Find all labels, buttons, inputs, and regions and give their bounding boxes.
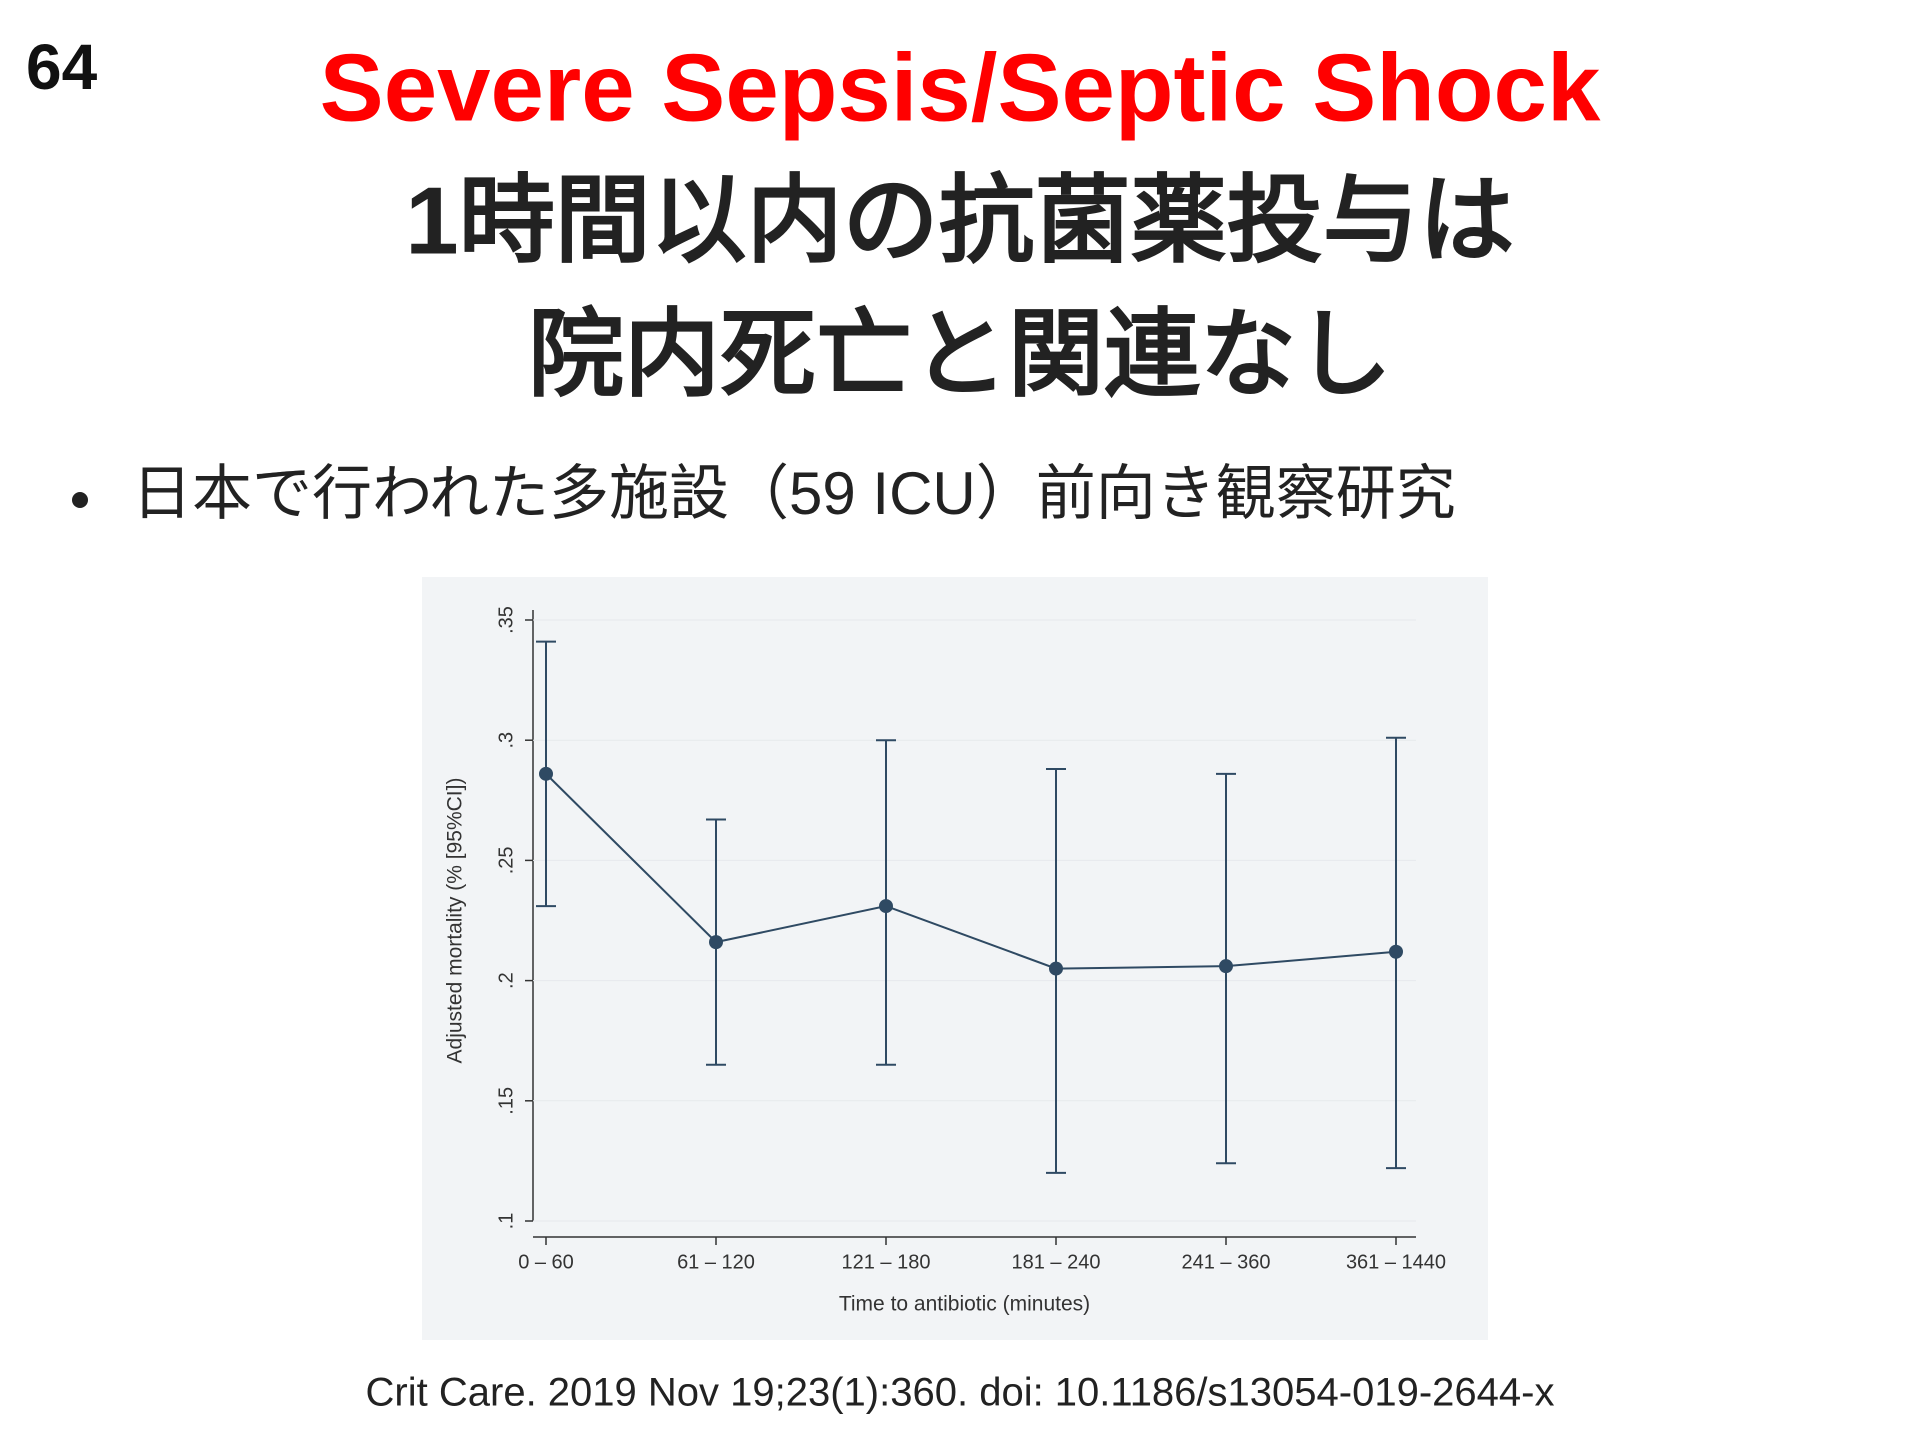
point [1389,944,1403,959]
y-tick-label: .1 [495,1213,517,1230]
subtitle: 院内死亡と関連なし [528,301,1392,408]
citation: Crit Care. 2019 Nov 19;23(1):360. doi: 1… [366,1371,1555,1415]
x-tick-label: 241 – 360 [1182,1251,1271,1273]
y-tick-label: .2 [495,972,517,989]
x-tick-label: 361 – 1440 [1346,1251,1446,1273]
y-tick-label: .35 [495,606,517,634]
y-tick-label: .3 [495,732,517,749]
line [545,773,1397,970]
x-axis-title: Time to antibiotic (minutes) [839,1293,1090,1316]
y-tick-label: .25 [495,846,517,874]
point [1219,959,1233,974]
slide-number: 64 [26,31,98,103]
point [709,935,723,950]
subtitle: 1時間以内の抗菌薬投与は [405,167,1514,274]
x-tick-label: 121 – 180 [842,1251,931,1273]
title: Severe Sepsis/Septic Shock [320,34,1601,141]
point [539,766,553,781]
y-tick-label: .15 [495,1087,517,1115]
x-tick-label: 61 – 120 [677,1251,755,1273]
point [879,899,893,914]
x-tick-label: 0 – 60 [518,1251,574,1273]
x-tick-label: 181 – 240 [1012,1251,1101,1273]
bullet-text: 日本で行われた多施設（59 ICU）前向き観察研究 [132,460,1456,527]
bullet-dot [72,492,88,508]
chart: .1 .15 .2 .25 .3 .35 0 – 60 61 – 120 121 – 180 18… [444,606,1447,1315]
point [1049,961,1063,976]
y-axis-title: Adjusted mortality (% [95%CI]) [444,778,467,1064]
